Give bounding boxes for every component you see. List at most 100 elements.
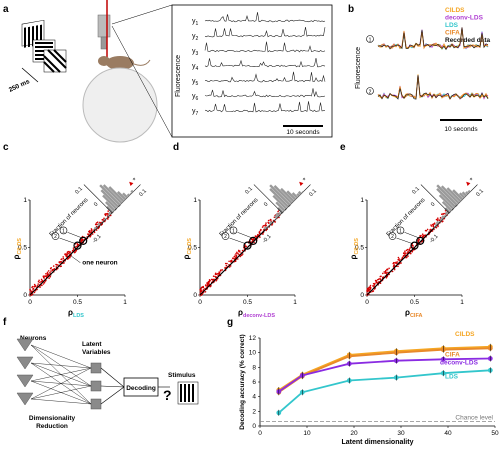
scatter-point (221, 269, 224, 271)
scatter-point (105, 213, 107, 215)
scatter-point (88, 230, 90, 233)
scatter-point (238, 250, 240, 253)
scatter-point (405, 249, 408, 252)
scatter-point (442, 220, 444, 222)
hist-bar (99, 184, 121, 206)
scatter-point (199, 289, 201, 291)
hist-bar (266, 225, 269, 228)
scatter-point (94, 223, 97, 226)
scatter-point (437, 217, 439, 219)
y-tick-label: 1 (23, 197, 27, 204)
scatter-point (237, 258, 239, 260)
g-xlabel: Latent dimensionality (342, 439, 414, 446)
scatter-point (373, 284, 375, 287)
hist-ylabel: Fraction of neurons (219, 197, 260, 238)
scatter-point (234, 254, 236, 256)
highlight-neuron-2 (73, 241, 82, 250)
trace-scalebar-label: 10 seconds (286, 129, 320, 136)
hist-bar (107, 214, 110, 217)
legend-entry: deconv-LDS (445, 15, 484, 22)
hist-bar (275, 201, 286, 212)
scatter-point (89, 236, 91, 238)
g-y-tick-label: 0 (252, 423, 256, 430)
scatter-point (39, 281, 41, 284)
latent-label: Latent Variables (82, 341, 111, 356)
scatter-point (42, 283, 45, 285)
scatter-point (436, 219, 439, 221)
b-scalebar-label: 10 seconds (444, 126, 478, 133)
scatter-point (69, 251, 72, 253)
decoder-input (100, 385, 125, 388)
scatter-point (421, 233, 424, 235)
marker-1-label: 1 (399, 228, 402, 234)
hist-bar (130, 189, 134, 194)
scatter-point (259, 236, 261, 238)
marker-1-label: 1 (232, 228, 235, 234)
scatter-point (392, 266, 395, 268)
panel-label-d: d (173, 142, 179, 153)
scatter-point (33, 291, 36, 294)
series-line (278, 369, 491, 414)
trace-ylabel: Fluorescence (175, 55, 182, 97)
decoder-input (100, 386, 125, 405)
scatter-point (257, 233, 259, 236)
hist-axis (83, 184, 113, 214)
stimulus-grating-icon (177, 381, 199, 405)
hist-bar (297, 190, 302, 195)
hist-bar (301, 190, 304, 194)
latent-variable-icon (90, 398, 102, 410)
scatter-point (29, 289, 32, 292)
scatter-point (106, 212, 109, 215)
scatter-point (375, 281, 378, 284)
panel-f: Neurons Latent Variables Decoding Stimulu… (16, 335, 199, 430)
scatter-point (218, 271, 220, 273)
decoder-input (100, 367, 125, 388)
panel-g: 0 10 20 30 40 50 0 2 4 6 8 10 12 Latent dimensionalit… (239, 331, 499, 446)
scatter-point (442, 213, 445, 215)
scatter-point (418, 238, 420, 240)
scatter-point (202, 289, 205, 291)
scatter-point (80, 239, 82, 241)
series-label: deconv-LDS (440, 360, 479, 367)
scatter-point (233, 255, 236, 258)
hist-bar (102, 194, 118, 210)
legend-entry: CIFA (445, 30, 460, 37)
marker-2 (366, 87, 374, 95)
trace-line (204, 58, 326, 68)
connection (30, 385, 92, 400)
g-y-tick-label: 10 (249, 350, 257, 357)
scatter-point (59, 261, 61, 263)
scatter-point (235, 252, 237, 255)
scatter-point (369, 288, 371, 291)
trace-line (204, 88, 326, 98)
hist-bar (433, 225, 436, 228)
scatter-point (400, 262, 402, 264)
scatter-point (230, 261, 232, 263)
hist-bar (435, 220, 440, 225)
neuron-icon (16, 374, 34, 388)
scatter-point (43, 277, 45, 279)
scatter-point (32, 285, 34, 288)
scatter-point (72, 247, 75, 249)
scatter-point (250, 238, 253, 240)
scatter-point (264, 224, 267, 226)
scatter-point (95, 225, 98, 228)
x-axis-label: ρLDS (68, 308, 84, 319)
hist-bar (434, 223, 438, 227)
hist-bar (269, 184, 291, 206)
scatter-point (106, 217, 109, 220)
scatter-point (67, 252, 69, 255)
scatter-point (277, 210, 279, 213)
scatter-point (236, 251, 238, 254)
hist-axis (253, 184, 283, 214)
scatter-point (95, 229, 98, 231)
hist-bar (105, 201, 116, 212)
scatter-point (237, 252, 239, 255)
legend-entry: CILDS (445, 7, 465, 14)
trace-label: y4 (192, 63, 199, 72)
panel-label-b: b (348, 4, 354, 15)
y-tick-label: 1 (193, 197, 197, 204)
neurons-label: Neurons (20, 335, 47, 342)
panel-label-e: e (340, 142, 346, 153)
scatter-point (31, 294, 33, 296)
